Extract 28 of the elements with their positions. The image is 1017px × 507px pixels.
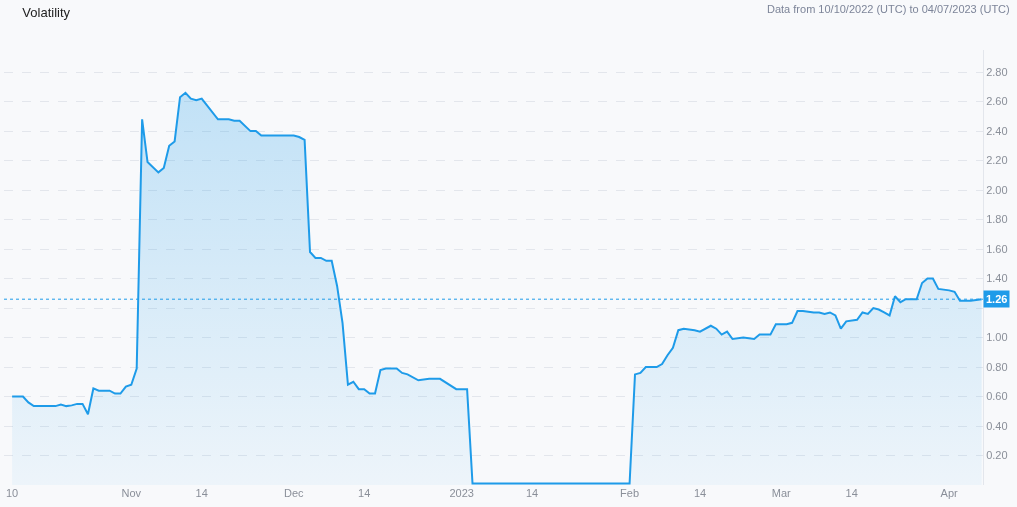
y-tick-label: 1.00 <box>986 331 1008 344</box>
x-tick-label: 14 <box>693 487 707 499</box>
x-tick-label: Feb <box>620 487 640 499</box>
x-tick-label: 10 <box>5 487 19 499</box>
ref-line-label: 1.26 <box>986 293 1008 305</box>
y-tick-label: 0.60 <box>986 390 1008 403</box>
x-tick-label: 14 <box>525 487 539 499</box>
x-tick-label: Dec <box>283 487 305 499</box>
x-tick-label: 2023 <box>449 487 474 499</box>
x-tick-label: 14 <box>845 487 858 499</box>
y-tick-label: 2.20 <box>986 154 1008 167</box>
y-tick-label: 1.80 <box>986 213 1008 226</box>
y-tick-label: 2.60 <box>986 95 1008 108</box>
y-tick-label: 0.80 <box>986 360 1008 373</box>
text: Data from 10/10/2022 (UTC) to 04/07/2023 (UTC) <box>767 3 1010 15</box>
x-tick-label: Nov <box>121 487 142 499</box>
y-tick-label: 2.00 <box>986 183 1008 196</box>
x-tick-label: 14 <box>195 487 208 499</box>
y-tick-label: 0.20 <box>986 449 1008 462</box>
x-tick-label: 14 <box>358 487 371 499</box>
x-tick-label: Apr <box>940 487 959 499</box>
x-tick-label: Mar <box>771 487 792 499</box>
y-tick-label: 2.80 <box>986 65 1008 78</box>
y-tick-label: 1.60 <box>986 242 1008 255</box>
y-tick-label: 0.40 <box>986 419 1008 432</box>
y-tick-label: 2.40 <box>986 124 1008 137</box>
chart-title: Volatility <box>22 4 71 20</box>
y-tick-label: 1.40 <box>986 272 1008 285</box>
